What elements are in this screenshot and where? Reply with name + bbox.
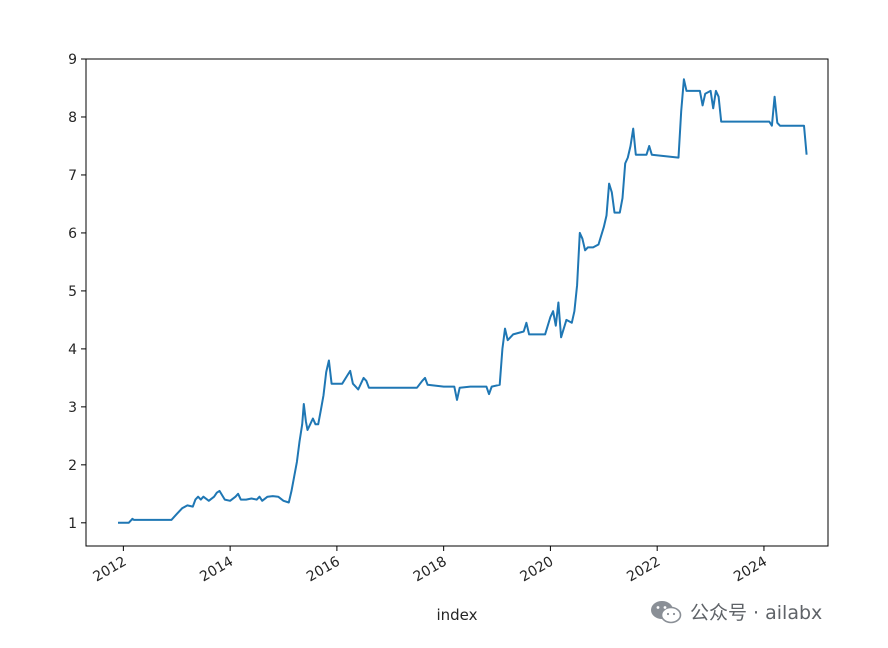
plot-area (85, 58, 829, 547)
y-tick-label: 7 (68, 168, 77, 184)
y-tick-label: 8 (68, 110, 77, 126)
x-tick-label: 2022 (624, 554, 663, 586)
y-tick-label: 3 (68, 400, 77, 416)
x-tick-label: 2024 (731, 554, 770, 586)
y-axis: 1 2 3 4 5 6 7 8 9 (68, 52, 86, 532)
y-tick-label: 9 (68, 52, 77, 68)
series-layer (118, 78, 808, 524)
y-tick-label: 4 (68, 342, 77, 358)
x-tick-label: 2018 (411, 554, 450, 586)
x-tick-label: 2012 (91, 554, 130, 586)
y-tick-label: 5 (68, 284, 77, 300)
x-axis: 2012 2014 2016 2018 2020 2022 2024 (91, 546, 770, 586)
y-tick-label: 1 (68, 516, 77, 532)
watermark-text: 公众号 · ailabx (690, 602, 823, 624)
series-line (118, 78, 808, 524)
y-tick-label: 6 (68, 226, 77, 242)
x-tick-label: 2020 (518, 554, 557, 586)
x-tick-label: 2014 (197, 554, 236, 586)
x-tick-label: 2016 (304, 554, 343, 586)
x-axis-label: index (436, 606, 477, 624)
wechat-icon (651, 600, 682, 623)
y-tick-label: 2 (68, 458, 77, 474)
watermark: 公众号 · ailabx (650, 598, 822, 625)
